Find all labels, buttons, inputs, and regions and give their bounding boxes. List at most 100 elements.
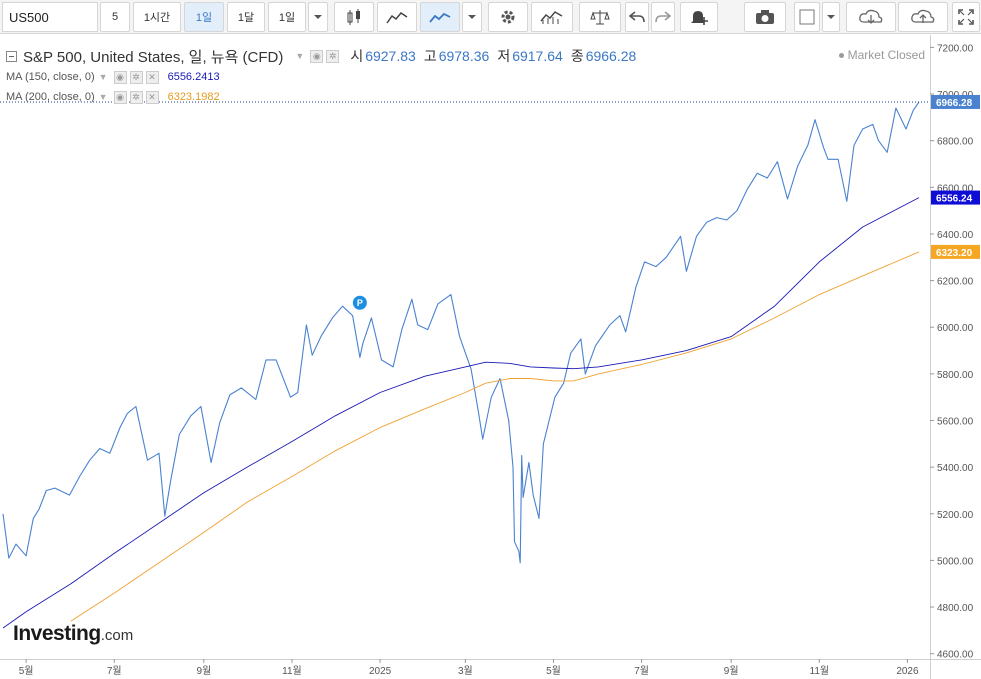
event-marker-circle: [352, 295, 367, 310]
candlestick-chart-button[interactable]: [334, 2, 374, 32]
indicators-button[interactable]: [531, 2, 573, 32]
chevron-down-icon[interactable]: ▼: [98, 72, 108, 82]
ma200-line: [70, 251, 920, 622]
open-label: 시: [350, 48, 364, 64]
chevron-down-icon[interactable]: ▼: [295, 51, 305, 61]
ma150-price-tag: 6556.24: [931, 190, 980, 205]
chart-legend: S&P 500, United States, 일, 뉴욕 (CFD) ▼ ◉ …: [6, 45, 636, 107]
candlestick-icon: [347, 9, 360, 25]
ma150-price-tag-text: 6556.24: [936, 194, 973, 205]
price-chart[interactable]: 4600.00 4800.00 5000.00 5200.00 5400.00 5600.…: [0, 35, 981, 679]
interval-1hour-button[interactable]: 1시간: [133, 2, 181, 32]
y-tick-label: 6400.00: [937, 230, 974, 241]
gear-icon: [501, 10, 515, 24]
fullscreen-icon: [958, 9, 974, 25]
area-chart-icon: [386, 12, 408, 24]
market-status-text: Market Closed: [847, 48, 925, 62]
compare-button[interactable]: [579, 2, 621, 32]
x-tick-label: 3월: [458, 665, 473, 677]
close-icon[interactable]: ✕: [145, 90, 159, 104]
camera-icon: [756, 10, 774, 24]
x-tick-label: 11월: [282, 665, 302, 677]
ma150-label: MA (150, close, 0): [6, 71, 95, 83]
cloud-upload-icon: [911, 9, 935, 23]
cloud-download-icon: [859, 9, 883, 24]
x-tick-label: 5월: [19, 665, 34, 677]
line-chart-icon: [429, 12, 451, 23]
low-value: 6917.64: [512, 48, 563, 64]
y-tick-label: 6200.00: [937, 277, 974, 288]
close-icon[interactable]: ✕: [145, 70, 159, 84]
undo-icon: [629, 11, 645, 23]
load-layout-button[interactable]: [846, 2, 896, 32]
interval-5min-button[interactable]: 5: [100, 2, 130, 32]
redo-button[interactable]: [651, 2, 675, 32]
gear-icon[interactable]: ✲: [129, 70, 143, 84]
ma200-price-tag-text: 6323.20: [936, 248, 973, 259]
interval-1month-button[interactable]: 1달: [227, 2, 265, 32]
ma150-value: 6556.2413: [167, 71, 220, 83]
undo-button[interactable]: [625, 2, 649, 32]
indicators-icon: [540, 11, 563, 24]
x-tick-label: 11월: [810, 665, 830, 677]
x-tick-label: 7월: [634, 665, 649, 677]
logo-main: Investing: [13, 622, 101, 645]
event-marker[interactable]: P: [352, 295, 367, 310]
high-label: 고: [423, 48, 437, 64]
high-value: 6978.36: [438, 48, 490, 64]
save-layout-button[interactable]: [898, 2, 948, 32]
ma200-value: 6323.1982: [167, 91, 220, 103]
settings-button[interactable]: [488, 2, 528, 32]
screenshot-button[interactable]: [744, 2, 786, 32]
interval-dropdown[interactable]: 1일: [268, 2, 306, 32]
gear-icon[interactable]: ✲: [129, 90, 143, 104]
ma150-price-tag-bg: [931, 190, 980, 205]
y-tick-label: 4600.00: [937, 650, 974, 661]
x-tick-label: 7월: [107, 665, 122, 677]
ma200-price-tag-bg: [931, 244, 980, 259]
chevron-down-icon: [827, 15, 835, 19]
alert-button[interactable]: [680, 2, 718, 32]
close-label: 종: [570, 48, 584, 64]
eye-icon[interactable]: ◉: [310, 49, 324, 63]
fullscreen-button[interactable]: [952, 2, 980, 32]
close-price-tag-bg: [931, 94, 980, 109]
y-tick-label: 5600.00: [937, 417, 974, 428]
interval-dropdown-toggle[interactable]: [308, 2, 328, 32]
instrument-title: S&P 500, United States, 일, 뉴욕 (CFD): [23, 48, 284, 66]
ma200-label: MA (200, close, 0): [6, 91, 95, 103]
chart-area[interactable]: 4600.00 4800.00 5000.00 5200.00 5400.00 5600.…: [0, 35, 981, 679]
alert-bell-icon: [691, 11, 708, 25]
x-tick-label: 2025: [369, 666, 392, 677]
color-square-icon: [799, 9, 815, 25]
color-picker-button[interactable]: [794, 2, 820, 32]
color-dropdown[interactable]: [822, 2, 840, 32]
interval-1day-button[interactable]: 1일: [184, 2, 224, 32]
y-tick-label: 5800.00: [937, 370, 974, 381]
area-chart-button[interactable]: [377, 2, 417, 32]
x-tick-label: 2026: [896, 666, 919, 677]
line-chart-button[interactable]: [420, 2, 460, 32]
eye-icon[interactable]: ◉: [113, 90, 127, 104]
gear-icon[interactable]: ✲: [326, 49, 340, 63]
close-price-tag-text: 6966.28: [936, 98, 973, 109]
y-tick-label: 6800.00: [937, 137, 974, 148]
collapse-legend-icon[interactable]: [6, 50, 17, 62]
y-tick-label: 7200.00: [937, 43, 974, 54]
y-tick-label: 4800.00: [937, 603, 974, 614]
legend-ma200-row: MA (200, close, 0) ▼ ◉ ✲ ✕ 6323.1982: [6, 87, 636, 107]
legend-main-row: S&P 500, United States, 일, 뉴욕 (CFD) ▼ ◉ …: [6, 45, 636, 67]
logo-suffix: .com: [100, 627, 134, 644]
y-tick-label: 6000.00: [937, 323, 974, 334]
eye-icon[interactable]: ◉: [113, 70, 127, 84]
y-tick-label: 5200.00: [937, 510, 974, 521]
chart-toolbar: 5 1시간 1일 1달 1일: [0, 0, 981, 34]
y-tick-label: 5400.00: [937, 463, 974, 474]
x-tick-label: 9월: [724, 665, 739, 677]
chevron-down-icon[interactable]: ▼: [98, 92, 108, 102]
chart-type-dropdown[interactable]: [462, 2, 482, 32]
ma150-line: [2, 197, 920, 629]
redo-icon: [655, 11, 671, 23]
balance-icon: [590, 10, 610, 25]
symbol-input[interactable]: [2, 2, 98, 32]
